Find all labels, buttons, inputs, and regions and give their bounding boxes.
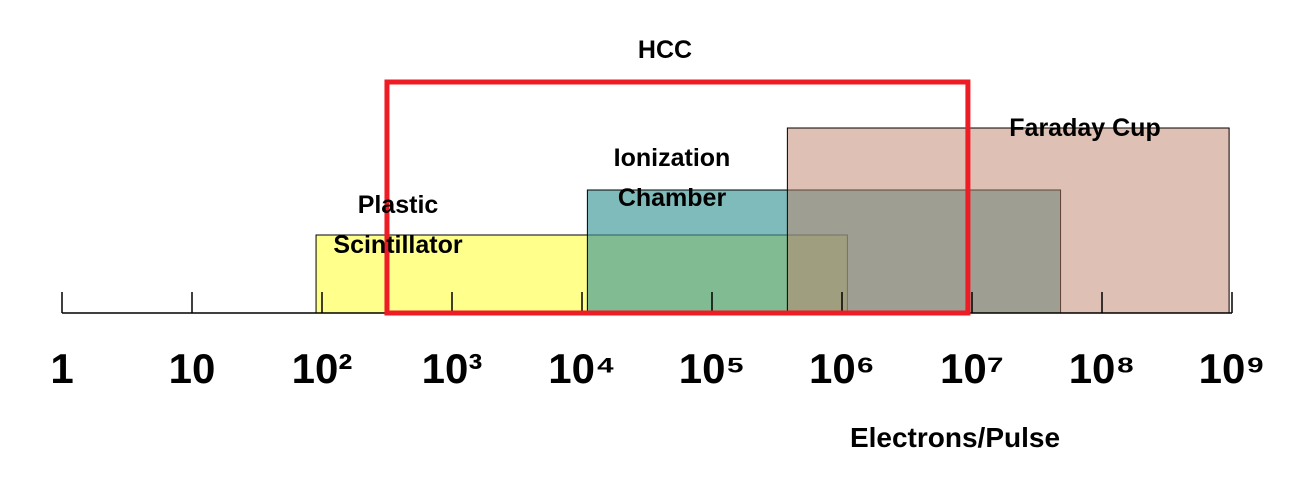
x-tick-label: 10⁸ — [1069, 345, 1136, 392]
x-tick-label: 10² — [292, 345, 353, 392]
x-axis-label: Electrons/Pulse — [849, 422, 1061, 453]
x-tick-label: 10⁷ — [940, 345, 1004, 392]
x-tick-label: 10⁹ — [1199, 345, 1266, 392]
range-bar — [786, 127, 1230, 314]
series-label: HCC — [637, 36, 693, 64]
series-label: Ionization Chamber — [613, 144, 731, 212]
series-label: Plastic Scintillator — [333, 191, 463, 259]
x-tick-label: 1 — [50, 345, 73, 392]
x-tick-label: 10⁶ — [809, 345, 875, 392]
series-label: Faraday Cup — [1009, 114, 1161, 142]
x-tick-label: 10⁵ — [679, 345, 745, 392]
x-tick-label: 10 — [169, 345, 216, 392]
x-tick-label: 10⁴ — [548, 345, 616, 392]
x-tick-label: 10³ — [422, 345, 483, 392]
range-bar — [384, 79, 971, 316]
